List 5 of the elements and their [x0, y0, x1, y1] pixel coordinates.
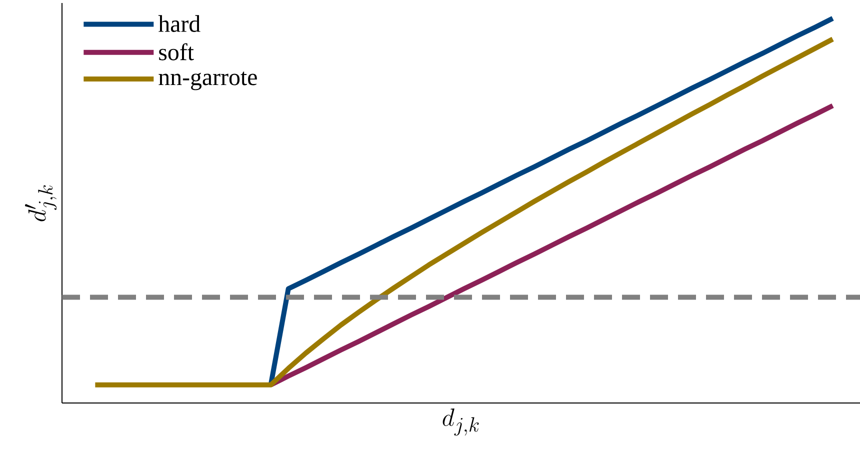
y-axis-title: $d'_{j,k}$	[24, 185, 57, 222]
legend-label: hard	[158, 15, 200, 32]
x-axis-title: $d_{j,k}$	[442, 408, 479, 436]
legend-label: nn-garrote	[158, 72, 257, 90]
legend-label: soft	[159, 43, 194, 60]
